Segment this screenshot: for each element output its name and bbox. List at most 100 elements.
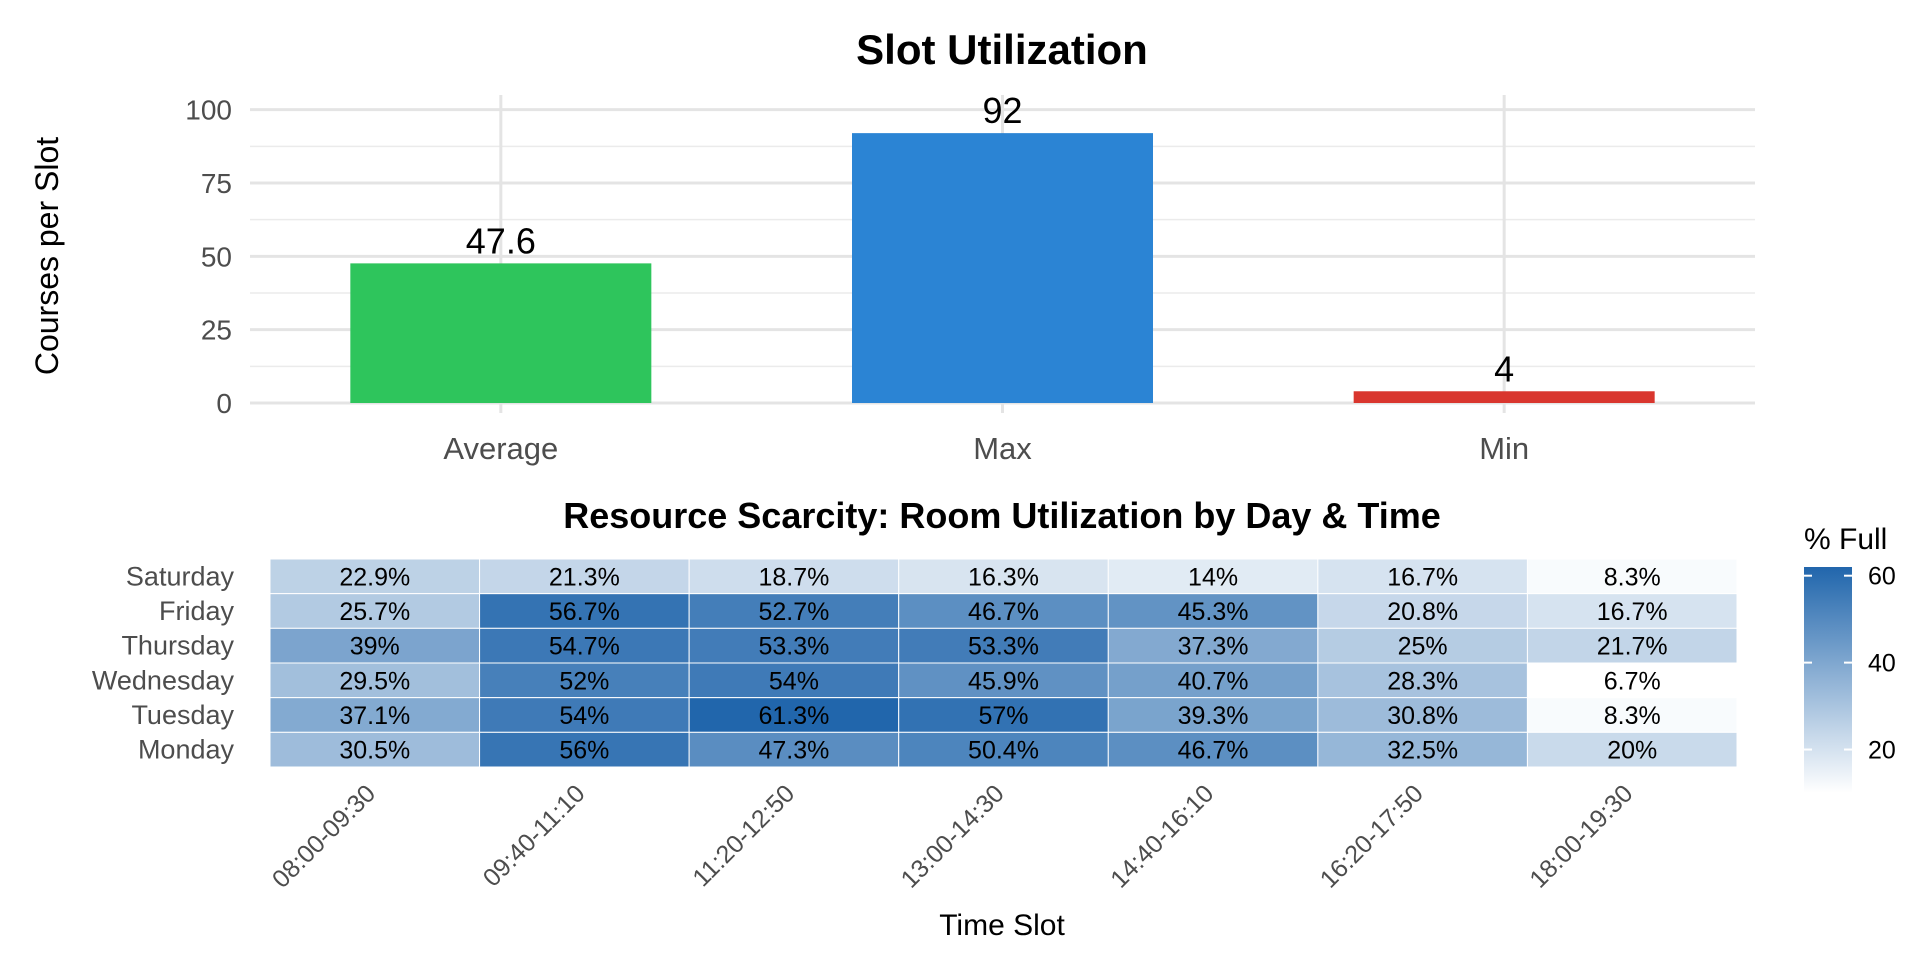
heatmap-cell-label: 56% (559, 737, 609, 765)
x-tick-label: Min (1479, 431, 1529, 466)
heatmap-title: Resource Scarcity: Room Utilization by D… (563, 495, 1441, 536)
heatmap-cell-label: 40.7% (1178, 667, 1249, 695)
bar-data-label: 92 (982, 90, 1022, 131)
heatmap-cell (688, 662, 900, 699)
heatmap-cell-label: 16.7% (1387, 563, 1458, 591)
heatmap-cell-label: 54% (559, 702, 609, 730)
legend-tick-label: 20 (1868, 737, 1896, 765)
legend-ticks: 20 40 60 (1804, 563, 1896, 765)
heatmap-cell (269, 697, 481, 733)
x-tick-label: 16:20-17:50 (1315, 779, 1429, 893)
heatmap-cell (1107, 697, 1319, 733)
bar-chart: Slot Utilization Courses per Slot 0 25 50 7… (29, 26, 1755, 466)
y-tick-label: Saturday (126, 561, 235, 591)
legend-tick-label: 60 (1868, 563, 1896, 591)
heatmap-cell (1107, 731, 1319, 768)
x-tick-label: Max (973, 431, 1032, 466)
x-tick-label: 08:00-09:30 (267, 779, 381, 893)
heatmap-cell-label: 54% (769, 667, 819, 695)
heatmap-cell-label: 39.3% (1178, 702, 1249, 730)
heatmap-chart: Resource Scarcity: Room Utilization by D… (92, 495, 1896, 942)
heatmap-cell-label: 18.7% (758, 563, 829, 591)
heatmap-cell-label: 52.7% (758, 598, 829, 626)
heatmap-y-ticks: Saturday Friday Thursday Wednesday Tuesday Mo… (92, 561, 235, 764)
heatmap-cell (1317, 731, 1528, 768)
heatmap-cell-label: 39% (350, 633, 400, 661)
y-tick-label: Tuesday (131, 700, 234, 730)
heatmap-cell-label: 53.3% (758, 633, 829, 661)
heatmap-cell-label: 46.7% (1178, 737, 1249, 765)
heatmap-cell-label: 56.7% (549, 598, 620, 626)
heatmap-cell-label: 45.9% (968, 667, 1039, 695)
bar-chart-y-ticks: 0 25 50 75 100 (185, 95, 232, 419)
y-tick-label: Monday (138, 735, 235, 765)
legend-color-bar (1804, 567, 1852, 793)
heatmap-cell (688, 558, 900, 595)
heatmap-cell-label: 8.3% (1604, 702, 1661, 730)
y-tick-label: 0 (216, 388, 232, 419)
heatmap-cell-label: 20.8% (1387, 598, 1458, 626)
x-tick-label: Average (443, 431, 558, 466)
heatmap-cell (1526, 662, 1738, 699)
heatmap-cell (479, 731, 690, 768)
heatmap-cell (898, 593, 1109, 629)
y-tick-label: Wednesday (92, 665, 235, 695)
y-tick-label: Friday (159, 596, 235, 626)
heatmap-cell-label: 29.5% (339, 667, 410, 695)
bar-chart-x-ticks: Average Max Min (443, 431, 1529, 466)
heatmap-cell-label: 61.3% (758, 702, 829, 730)
y-tick-label: 100 (185, 95, 232, 126)
heatmap-x-ticks: 08:00-09:30 09:40-11:10 11:20-12:50 13:00-1… (267, 779, 1639, 893)
heatmap-cell-label: 22.9% (339, 563, 410, 591)
x-tick-label: 11:20-12:50 (687, 779, 800, 892)
heatmap-cell (1526, 731, 1738, 768)
heatmap-cell-label: 50.4% (968, 737, 1039, 765)
x-tick-label: 18:00-19:30 (1524, 779, 1638, 893)
heatmap-cell-label: 37.1% (339, 702, 410, 730)
heatmap-cell (898, 697, 1109, 733)
heatmap-cell-label: 16.3% (968, 563, 1039, 591)
heatmap-cell-label: 53.3% (968, 633, 1039, 661)
heatmap-cell-label: 25.7% (339, 598, 410, 626)
heatmap-cell-label: 54.7% (549, 633, 620, 661)
heatmap-cell-label: 30.5% (339, 737, 410, 765)
heatmap-cell (269, 558, 481, 595)
heatmap-cell (1317, 627, 1528, 664)
heatmap-cell-label: 6.7% (1604, 667, 1661, 695)
heatmap-cell-label: 28.3% (1387, 667, 1458, 695)
heatmap-cell-label: 8.3% (1604, 563, 1661, 591)
y-tick-label: 25 (201, 315, 232, 346)
heatmap-cells: 22.9% 21.3% 18.7% 16.3% 14% 16.7% 8.3% 25.7% 56.… (269, 558, 1738, 768)
heatmap-cell (1317, 662, 1528, 699)
bar-min (1353, 391, 1655, 403)
heatmap-cell-label: 25% (1398, 633, 1448, 661)
heatmap-cell (688, 731, 900, 768)
bar-max (852, 133, 1153, 403)
heatmap-cell (688, 627, 900, 664)
bar-data-label: 47.6 (466, 220, 536, 261)
heatmap-cell-label: 47.3% (758, 737, 829, 765)
bar-chart-title: Slot Utilization (856, 26, 1148, 73)
x-tick-label: 13:00-14:30 (896, 779, 1010, 893)
heatmap-cell-label: 14% (1188, 563, 1238, 591)
heatmap-cell-label: 21.3% (549, 563, 620, 591)
bar-chart-bars: 47.6 92 4 (350, 90, 1655, 403)
heatmap-cell-label: 32.5% (1387, 737, 1458, 765)
heatmap-cell-label: 52% (559, 667, 609, 695)
y-tick-label: 50 (201, 241, 232, 272)
bar-chart-y-axis-title: Courses per Slot (29, 137, 65, 375)
heatmap-cell (1107, 593, 1319, 629)
heatmap-x-axis-title: Time Slot (939, 909, 1065, 942)
y-tick-label: 75 (201, 168, 232, 199)
heatmap-cell (1526, 558, 1738, 595)
x-tick-label: 09:40-11:10 (478, 779, 591, 892)
heatmap-cell (898, 627, 1109, 664)
heatmap-legend: % Full 20 40 60 (1804, 523, 1896, 793)
heatmap-cell-label: 45.3% (1178, 598, 1249, 626)
legend-tick-label: 40 (1868, 650, 1896, 678)
heatmap-cell (479, 558, 690, 595)
heatmap-cell-label: 21.7% (1597, 633, 1668, 661)
heatmap-cell (1526, 697, 1738, 733)
heatmap-cell (479, 627, 690, 664)
